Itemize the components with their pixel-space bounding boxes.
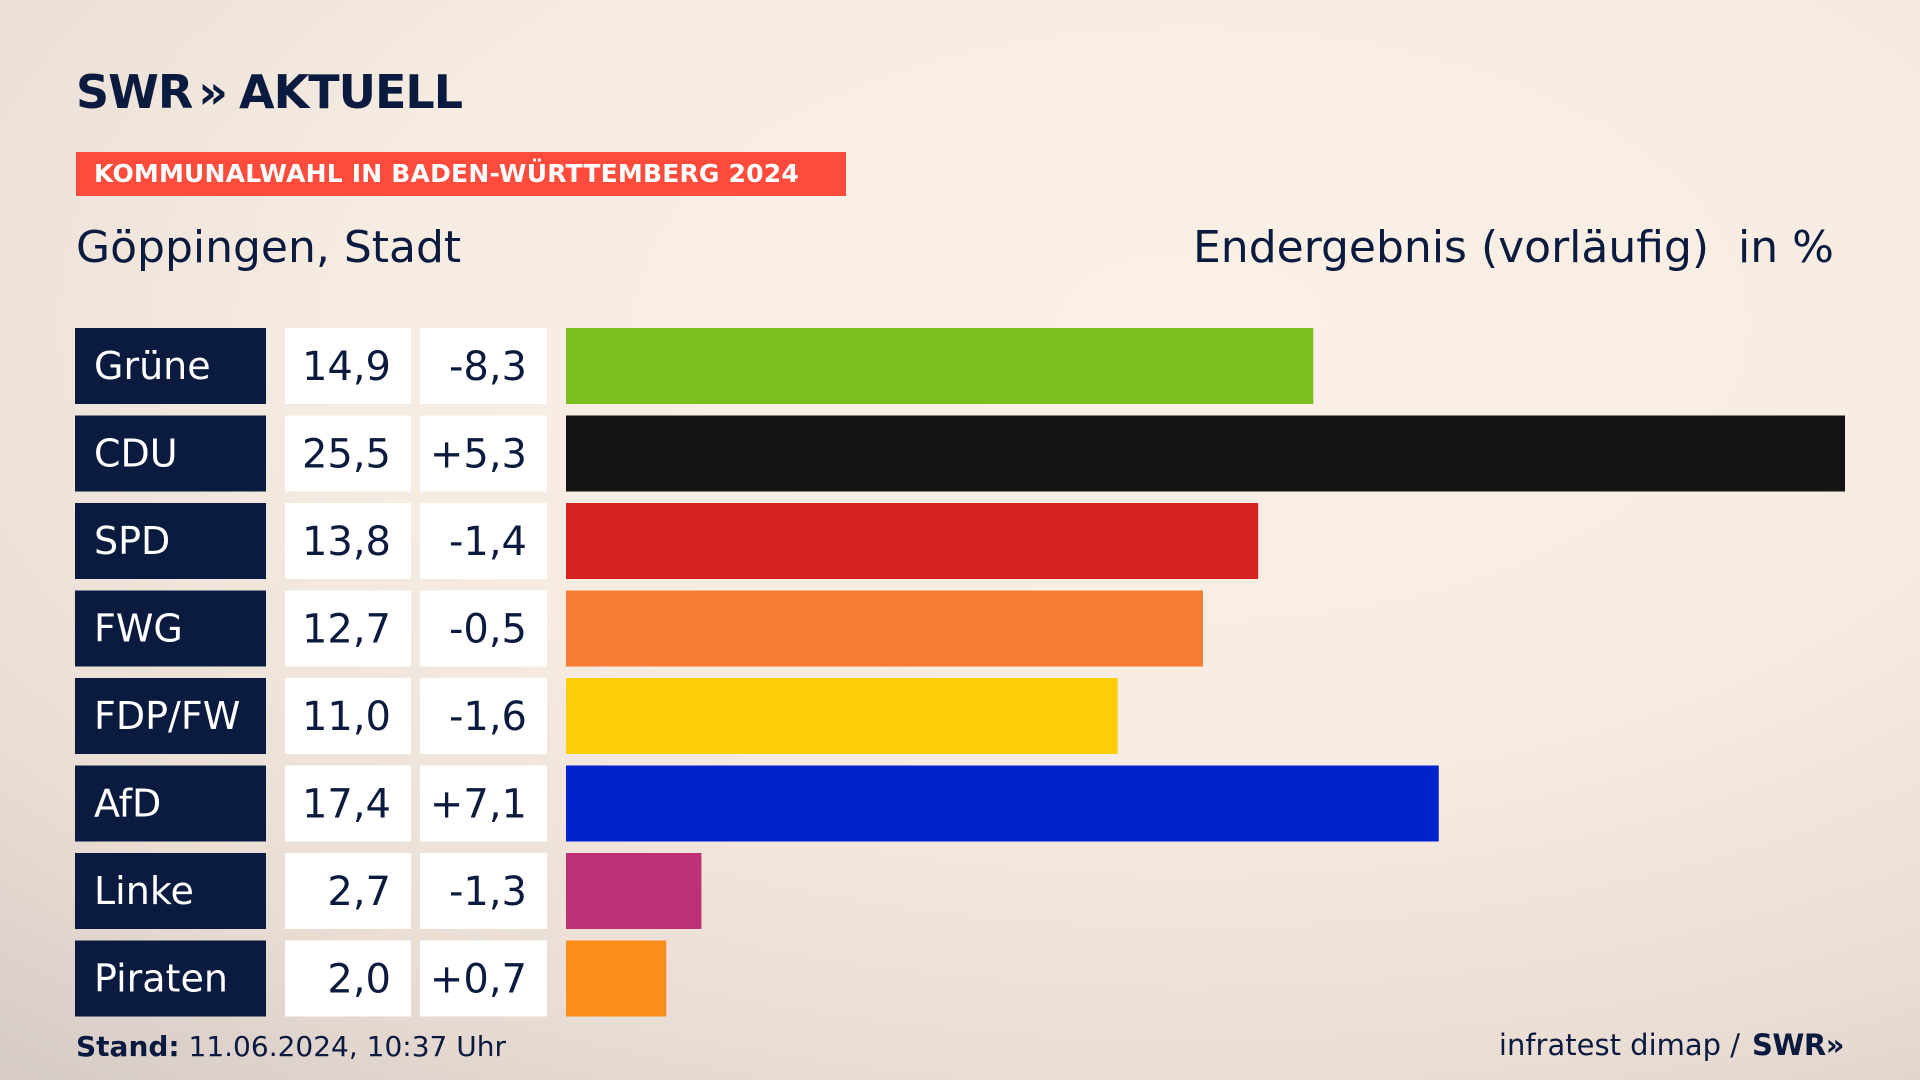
change-cell (420, 765, 547, 842)
change-label: +0,7 (430, 957, 527, 1003)
source-text: infratest dimap / (1498, 1028, 1741, 1062)
election-banner: KOMMUNALWAHL IN BADEN-WÜRTTEMBERG 2024 (76, 152, 846, 196)
source-swr-logo: SWR» (1752, 1028, 1844, 1062)
party-label-cell (75, 940, 266, 1017)
change-label: -0,5 (449, 607, 527, 653)
unit-label: in % (1738, 222, 1834, 273)
source-swr-text: SWR (1752, 1028, 1826, 1062)
party-label-cell (75, 765, 266, 842)
value-label: 17,4 (302, 782, 391, 828)
bar (566, 853, 702, 929)
logo-swr-text: SWR (76, 65, 193, 119)
chart-row: SPD 13,8 -1,4 (75, 503, 1259, 579)
change-label: +5,3 (430, 432, 527, 478)
party-label-cell (75, 590, 266, 667)
party-label: FWG (94, 607, 183, 651)
chart-row: Piraten 2,0 +0,7 (75, 940, 667, 1017)
value-cell (285, 940, 411, 1017)
footer-stand: Stand: 11.06.2024, 10:37 Uhr (76, 1030, 506, 1063)
change-label: +7,1 (430, 782, 527, 828)
bar (566, 328, 1314, 404)
bar (566, 590, 1203, 667)
value-cell (285, 328, 411, 404)
value-label: 13,8 (302, 519, 391, 565)
change-cell (420, 590, 547, 667)
change-cell (420, 503, 547, 579)
value-cell (285, 678, 411, 754)
chart-row: Grüne 14,9 -8,3 (75, 328, 1314, 404)
stand-value: 11.06.2024, 10:37 Uhr (188, 1030, 506, 1063)
change-cell (420, 328, 547, 404)
source-chevron-icon: » (1825, 1028, 1845, 1062)
party-label: Linke (94, 869, 194, 913)
bar (566, 765, 1439, 842)
logo-aktuell-text: AKTUELL (239, 65, 463, 119)
value-cell (285, 765, 411, 842)
party-label-cell (75, 503, 266, 579)
change-cell (420, 678, 547, 754)
change-label: -1,6 (449, 694, 527, 740)
change-label: -8,3 (449, 344, 527, 390)
place-title: Göppingen, Stadt (76, 222, 462, 273)
bar (566, 940, 667, 1017)
party-label: FDP/FW (94, 694, 240, 738)
value-label: 12,7 (302, 607, 391, 653)
party-label-cell (75, 853, 266, 929)
footer-source: infratest dimap / SWR» (1498, 1028, 1845, 1062)
bar (566, 503, 1259, 579)
swr-aktuell-logo: SWR » AKTUELL (76, 64, 463, 120)
value-cell (285, 415, 411, 492)
party-label: Piraten (94, 957, 228, 1001)
value-label: 2,7 (327, 869, 391, 915)
value-label: 25,5 (302, 432, 391, 478)
logo-chevron-icon: » (198, 65, 228, 119)
value-label: 14,9 (302, 344, 391, 390)
change-cell (420, 415, 547, 492)
value-cell (285, 590, 411, 667)
change-cell (420, 940, 547, 1017)
value-cell (285, 503, 411, 579)
party-label: Grüne (94, 344, 211, 388)
chart-row: CDU 25,5 +5,3 (75, 415, 1845, 492)
party-label: SPD (94, 519, 170, 563)
party-label-cell (75, 678, 266, 754)
value-label: 2,0 (327, 957, 391, 1003)
party-label: CDU (94, 432, 178, 476)
party-label-cell (75, 328, 266, 404)
party-label-cell (75, 415, 266, 492)
value-label: 11,0 (302, 694, 391, 740)
chart-row: AfD 17,4 +7,1 (75, 765, 1439, 842)
change-label: -1,4 (449, 519, 527, 565)
bar (566, 678, 1118, 754)
result-type-label: Endergebnis (vorläufig) (1193, 222, 1710, 273)
bar (566, 415, 1845, 492)
change-label: -1,3 (449, 869, 527, 915)
chart-row: Linke 2,7 -1,3 (75, 853, 702, 929)
value-cell (285, 853, 411, 929)
chart-row: FWG 12,7 -0,5 (75, 590, 1203, 667)
party-label: AfD (94, 782, 161, 826)
stand-label: Stand: (76, 1030, 180, 1063)
change-cell (420, 853, 547, 929)
chart-row: FDP/FW 11,0 -1,6 (75, 678, 1118, 754)
